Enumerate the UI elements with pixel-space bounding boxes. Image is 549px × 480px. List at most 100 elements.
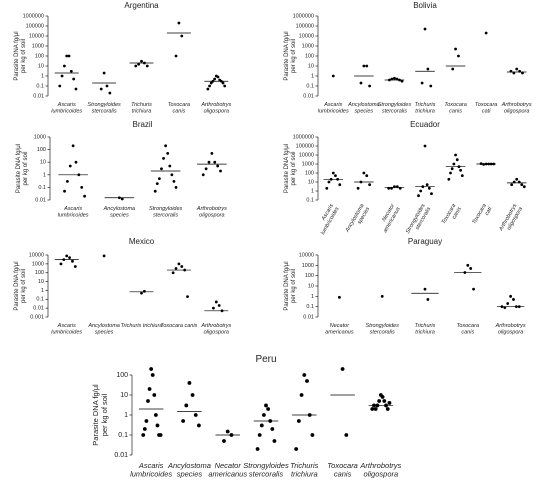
data-point: [449, 171, 452, 175]
x-tick-label-line: canis: [334, 469, 352, 478]
y-axis-label: Parasite DNA fg/μlper kg of soil: [284, 261, 297, 310]
x-tick-label-line: Toxocara canis: [161, 323, 198, 329]
data-point: [74, 87, 78, 91]
data-point: [423, 144, 427, 148]
y-tick-label: 1: [41, 288, 44, 294]
y-tick-label: 10000: [299, 152, 314, 158]
data-point: [506, 302, 510, 305]
x-tick-label-line: americanus: [325, 330, 354, 336]
x-tick-label-line: canis: [172, 109, 185, 115]
x-tick-label-line: lumbricoides: [51, 109, 82, 115]
data-point: [382, 399, 387, 403]
data-point: [479, 162, 483, 166]
data-point: [455, 158, 459, 162]
data-point: [272, 439, 277, 443]
x-tick-label: Trichuris trichiura: [121, 323, 163, 329]
data-point: [454, 153, 457, 157]
data-point: [146, 399, 150, 403]
data-point: [174, 54, 178, 58]
data-point: [71, 144, 75, 148]
data-point: [426, 67, 430, 71]
data-point: [380, 395, 385, 399]
data-point: [158, 433, 163, 437]
y-axis-label-line: Parasite DNA fg/μl: [14, 261, 20, 310]
data-point: [142, 427, 147, 431]
data-point: [310, 433, 315, 437]
y-tick-label: 0.1: [38, 185, 46, 191]
data-point: [67, 54, 71, 58]
data-point: [512, 298, 515, 301]
data-point: [225, 429, 230, 434]
x-tick-label-line: Arthrobotrys: [196, 206, 227, 212]
y-axis-label-line: Parasite DNA fg/μl: [16, 144, 22, 193]
y-tick-label: 100: [305, 273, 314, 279]
data-point: [216, 164, 220, 168]
data-point: [368, 183, 372, 187]
chart-title: Brazil: [132, 120, 152, 129]
data-point: [223, 84, 227, 88]
data-point: [370, 407, 375, 411]
data-point: [65, 254, 69, 258]
x-tick-label-line: Ascaris: [57, 323, 76, 329]
data-point: [206, 87, 210, 91]
data-point: [469, 267, 473, 270]
data-point: [108, 91, 112, 95]
x-tick-label: Necatoramericanus: [377, 202, 403, 234]
x-tick-label-line: cati: [482, 109, 491, 115]
data-point: [134, 64, 138, 68]
y-tick-label: 0.1: [306, 304, 314, 310]
data-point: [71, 259, 74, 263]
data-point: [334, 174, 337, 178]
y-tick-label: 100: [305, 53, 314, 59]
data-point: [255, 447, 260, 451]
panel: Peru 0.01 0.1 1 10 100 Parasite DNA fg/μlper k…: [91, 354, 402, 478]
data-point: [447, 177, 451, 181]
x-tick-label-line: Ascaris: [323, 102, 342, 108]
data-point: [270, 427, 275, 431]
data-point: [423, 287, 427, 291]
data-point: [184, 403, 189, 408]
chart-title: Paraguay: [408, 237, 442, 246]
data-point: [393, 76, 396, 80]
x-tick-label-line: Toxocara: [444, 102, 466, 108]
x-tick-label-line: lumbricoides: [130, 469, 172, 478]
y-tick-label: 1000000: [293, 134, 314, 140]
x-tick-label: Toxocara canis: [161, 323, 198, 329]
data-point: [387, 401, 392, 405]
x-tick-label-line: Strongyloides: [243, 461, 289, 470]
y-tick-label: 0.1: [36, 297, 44, 303]
y-axis-label: Parasite DNA fg/μlper kg of soil: [284, 144, 297, 193]
data-point: [140, 59, 143, 63]
y-tick-label: 100: [35, 53, 44, 59]
data-point: [180, 265, 184, 268]
data-point: [266, 407, 271, 411]
data-point: [459, 168, 463, 172]
x-tick-label-line: stercoralis: [153, 213, 178, 219]
data-point: [174, 186, 178, 189]
data-point: [385, 407, 390, 411]
y-tick-label: 1: [311, 188, 314, 194]
data-point: [66, 179, 69, 183]
data-point: [338, 295, 341, 299]
data-point: [72, 77, 76, 81]
x-tick-label-line: Strongyloides: [378, 102, 412, 108]
x-tick-label-line: trichiura: [415, 330, 435, 336]
data-point: [162, 157, 165, 160]
data-point: [365, 64, 369, 68]
data-point: [331, 74, 335, 78]
y-tick-label: 1: [43, 172, 46, 178]
x-tick-label-line: Arthrobotrys: [495, 323, 526, 329]
data-point: [69, 69, 73, 73]
x-tick-label-line: species: [177, 469, 203, 478]
y-tick-label: 0.01: [114, 452, 128, 459]
data-point: [208, 84, 211, 88]
x-tick-label-line: oligospora: [199, 213, 224, 219]
data-point: [212, 306, 215, 310]
